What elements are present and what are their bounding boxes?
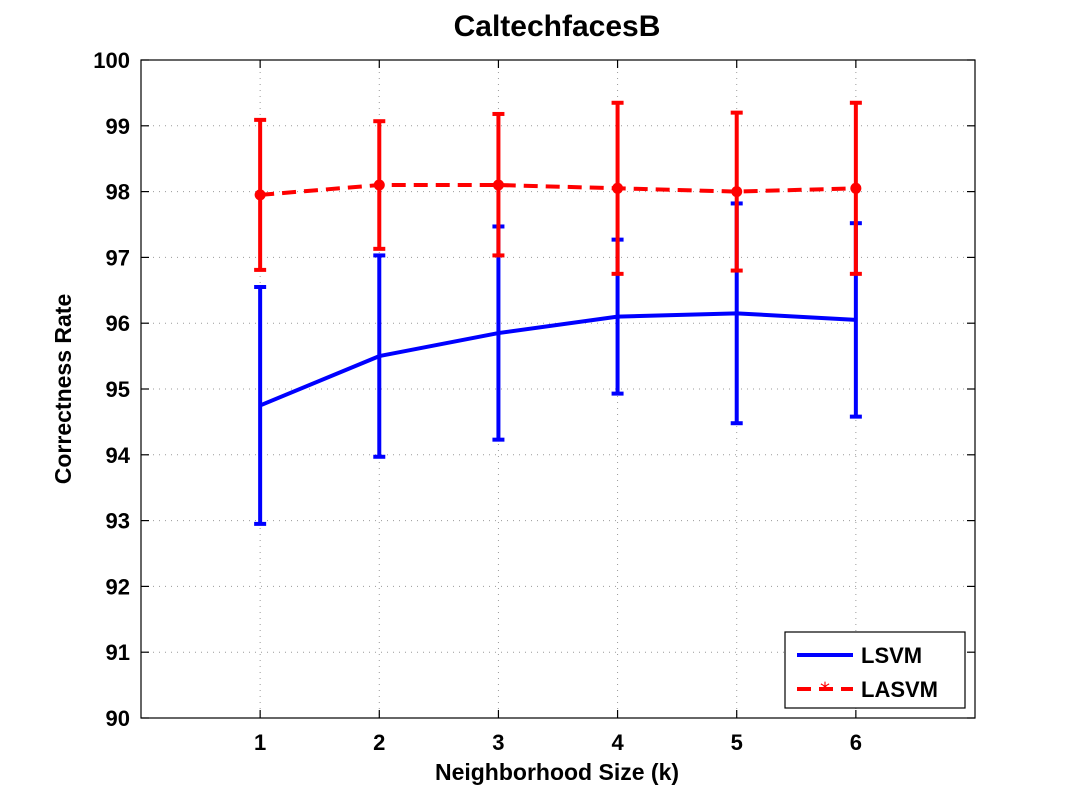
x-tick-label: 1	[254, 730, 266, 755]
x-tick-label: 6	[850, 730, 862, 755]
legend-label-lsvm: LSVM	[861, 643, 922, 668]
series-lines	[254, 179, 862, 408]
y-tick-label: 96	[106, 311, 130, 336]
y-axis-label: Correctness Rate	[50, 294, 76, 484]
y-tick-label: 98	[106, 180, 130, 205]
series-line-lsvm	[259, 311, 856, 408]
y-tick-label: 90	[106, 706, 130, 731]
x-tick-label: 4	[611, 730, 624, 755]
y-tick-label: 92	[106, 574, 130, 599]
axis-ticks: 1 2 3 4 5 6 90 91 92 93 94 95 96 97 98 99 100	[93, 48, 975, 755]
y-tick-label: 95	[106, 377, 130, 402]
y-tick-label: 93	[106, 509, 130, 534]
legend-box	[784, 631, 966, 709]
series-line-lasvm	[259, 183, 856, 197]
data-point-lasvm	[731, 186, 743, 198]
y-tick-label: 100	[93, 48, 130, 73]
data-point-lasvm	[612, 182, 624, 194]
y-tick-label: 94	[106, 443, 131, 468]
x-axis-label: Neighborhood Size (k)	[435, 759, 679, 785]
x-tick-label: 3	[492, 730, 504, 755]
x-tick-label: 5	[731, 730, 743, 755]
legend-marker-lasvm: *	[820, 678, 830, 702]
data-point-lasvm	[850, 182, 862, 194]
y-tick-label: 91	[106, 640, 130, 665]
legend: LSVM * LASVM	[784, 631, 966, 709]
grid	[141, 60, 975, 718]
data-point-lasvm	[373, 179, 385, 191]
data-point-lasvm	[492, 179, 504, 191]
y-tick-label: 97	[106, 245, 130, 270]
y-tick-label: 99	[106, 114, 130, 139]
x-tick-label: 2	[373, 730, 385, 755]
data-point-lasvm	[254, 189, 266, 201]
chart-title: CaltechfacesB	[454, 10, 661, 43]
legend-label-lasvm: LASVM	[861, 677, 938, 702]
